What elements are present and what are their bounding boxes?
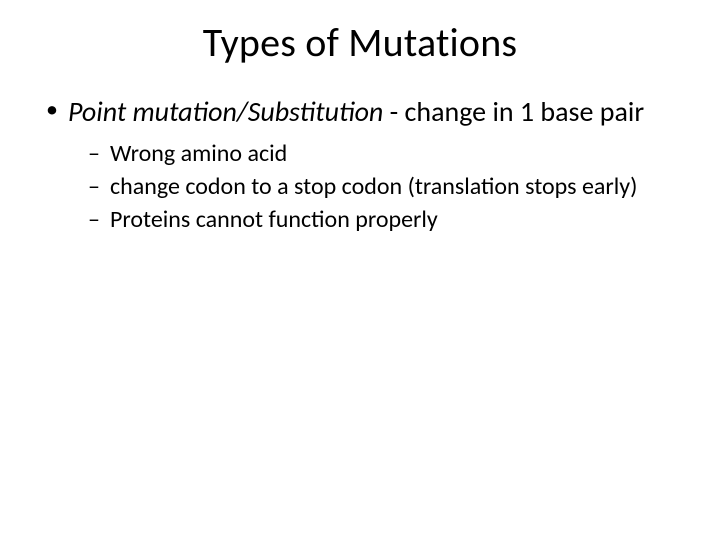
slide: Types of Mutations Point mutation/Substi… — [0, 0, 720, 540]
term-italic: Point mutation/Substitution — [68, 94, 383, 129]
slide-title: Types of Mutations — [40, 18, 680, 67]
bullet-list-level2: Wrong amino acid change codon to a stop … — [68, 139, 680, 235]
list-item: Proteins cannot function properly — [88, 205, 680, 236]
list-item: Wrong amino acid — [88, 139, 680, 170]
bullet-list-level1: Point mutation/Substitution - change in … — [40, 95, 680, 235]
list-item: change codon to a stop codon (translatio… — [88, 172, 680, 203]
term-rest: - change in 1 base pair — [383, 94, 644, 129]
list-item: Point mutation/Substitution - change in … — [44, 95, 680, 235]
